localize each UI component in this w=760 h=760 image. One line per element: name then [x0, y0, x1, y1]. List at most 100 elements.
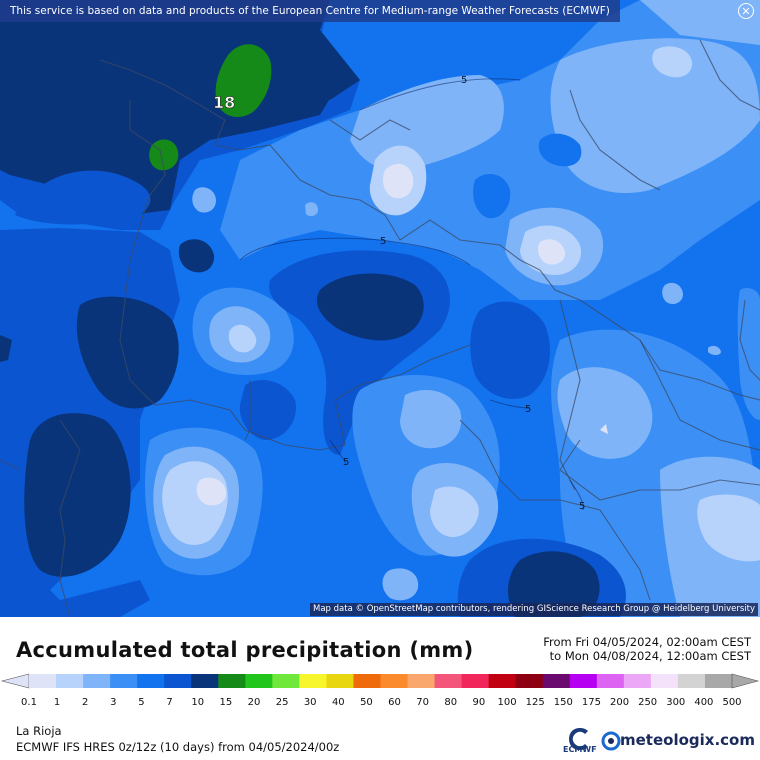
scale-swatch — [218, 674, 246, 688]
period-to: to Mon 04/08/2024, 12:00am CEST — [549, 649, 751, 663]
scale-swatch — [704, 674, 733, 688]
forecast-period: From Fri 04/05/2024, 02:00am CEST to Mon… — [543, 635, 751, 663]
map-attribution: Map data © OpenStreetMap contributors, r… — [310, 603, 758, 616]
zone-1-2mm-c1 — [228, 324, 257, 353]
scale-tick-label: 2 — [82, 697, 89, 708]
zone-3-5mm-e3 — [737, 288, 760, 420]
map-title: Accumulated total precipitation (mm) — [16, 638, 474, 662]
legend-panel: Accumulated total precipitation (mm) Fro… — [0, 617, 760, 760]
scale-swatch — [650, 674, 679, 688]
zone-10-15mm-w2 — [24, 413, 131, 577]
scale-swatch — [191, 674, 219, 688]
ecmwf-notice-bar: This service is based on data and produc… — [0, 0, 620, 22]
scale-swatch — [110, 674, 138, 688]
scale-tick-label: 250 — [638, 697, 658, 708]
scale-tick-label: 5 — [138, 697, 145, 708]
scale-arrow-left — [0, 673, 30, 689]
scale-tick-label: 10 — [191, 697, 205, 708]
contour-lines — [239, 78, 584, 511]
zone-2-3mm-ne — [550, 38, 760, 194]
scale-tick-label: 150 — [553, 697, 573, 708]
scale-swatch — [380, 674, 408, 688]
scale-tick-label: 90 — [472, 697, 486, 708]
scale-swatch — [677, 674, 706, 688]
scale-swatch — [299, 674, 327, 688]
scale-swatch — [569, 674, 598, 688]
scale-swatch — [596, 674, 625, 688]
zone-2-3mm-s3 — [382, 568, 419, 601]
scale-tick-label: 25 — [275, 697, 289, 708]
contour-label: 5 — [579, 501, 585, 512]
contour-label: 5 — [525, 404, 531, 415]
scale-swatch — [407, 674, 435, 688]
zone-1-2mm-ne — [652, 46, 693, 78]
color-scale — [0, 673, 760, 689]
precipitation-map-svg: 5 5 5 5 5 18 — [0, 0, 760, 617]
zone-15-20mm-a — [215, 44, 272, 117]
scale-swatch — [488, 674, 517, 688]
scale-tick-label: 175 — [581, 697, 601, 708]
scale-swatch — [623, 674, 652, 688]
max-value-label: 18 — [213, 93, 235, 112]
ecmwf-logo-text: ECMWF — [563, 745, 597, 754]
model-info: ECMWF IFS HRES 0z/12z (10 days) from 04/… — [16, 740, 340, 754]
zone-2-3mm-tiny2 — [305, 202, 318, 217]
scale-swatch — [353, 674, 381, 688]
scale-tick-label: 400 — [694, 697, 714, 708]
scale-tick-label: 7 — [166, 697, 173, 708]
zone-10-15mm-s — [508, 551, 600, 617]
meteologix-logo-icon[interactable] — [601, 729, 751, 753]
brand-name[interactable]: meteologix.com — [620, 731, 755, 749]
zone-2-3mm-tiny — [708, 345, 721, 355]
ecmwf-logo-icon[interactable] — [560, 727, 600, 757]
scale-swatch — [56, 674, 84, 688]
scale-swatch — [245, 674, 273, 688]
zone-7-10mm-w — [15, 170, 151, 225]
zone-10-15mm-w1 — [76, 296, 179, 409]
zone-7-10mm-e — [470, 301, 550, 399]
zone-2-3mm-se — [557, 367, 653, 459]
scale-tick-label: 1 — [53, 697, 61, 708]
scale-tick-label: 100 — [497, 697, 517, 708]
scale-tick-label: 3 — [110, 697, 117, 708]
zone-lt1-e — [537, 239, 566, 265]
ecmwf-notice-text: This service is based on data and produc… — [10, 5, 610, 17]
scale-tick-label: 0.1 — [21, 697, 37, 708]
scale-tick-label: 40 — [331, 697, 345, 708]
scale-tick-label: 70 — [416, 697, 430, 708]
zone-1-2mm-se — [697, 494, 760, 562]
scale-tick-label: 15 — [219, 697, 233, 708]
scale-swatch — [83, 674, 111, 688]
zone-10-15mm-c2 — [178, 239, 215, 273]
scale-swatch — [326, 674, 354, 688]
close-icon[interactable]: ✕ — [738, 3, 754, 19]
scale-tick-label: 60 — [388, 697, 401, 708]
scale-swatch — [137, 674, 165, 688]
scale-swatch — [515, 674, 544, 688]
precipitation-map[interactable]: 5 5 5 5 5 18 This service is based on da… — [0, 0, 760, 617]
scale-tick-label: 200 — [609, 697, 630, 708]
scale-tick-label: 30 — [303, 697, 317, 708]
zone-5-7mm-ne — [538, 133, 582, 167]
scale-arrow-right — [731, 673, 760, 689]
zone-lt1-sw — [196, 477, 227, 506]
contour-labels: 5 5 5 5 5 — [343, 75, 585, 512]
border-lines — [0, 39, 760, 617]
zone-2-3mm-e2 — [662, 282, 683, 304]
zone-lt1-n — [383, 163, 414, 199]
scale-swatch — [461, 674, 490, 688]
zone-1-2mm-s — [430, 486, 479, 538]
zone-7-10mm-sw — [0, 500, 150, 617]
scale-swatch — [164, 674, 192, 688]
contour-label: 5 — [343, 457, 349, 468]
scale-tick-label: 50 — [360, 697, 373, 708]
contour-label: 5 — [380, 236, 386, 247]
period-from: From Fri 04/05/2024, 02:00am CEST — [543, 635, 751, 649]
zone-lt1-tiny — [600, 424, 608, 434]
zone-2-3mm-s — [400, 390, 462, 449]
contour-label: 5 — [461, 75, 467, 86]
zone-2-3mm-c3 — [192, 187, 216, 213]
zone-5-7mm-n2 — [473, 174, 511, 219]
scale-swatch — [542, 674, 571, 688]
zone-10-15mm-c — [316, 273, 424, 341]
